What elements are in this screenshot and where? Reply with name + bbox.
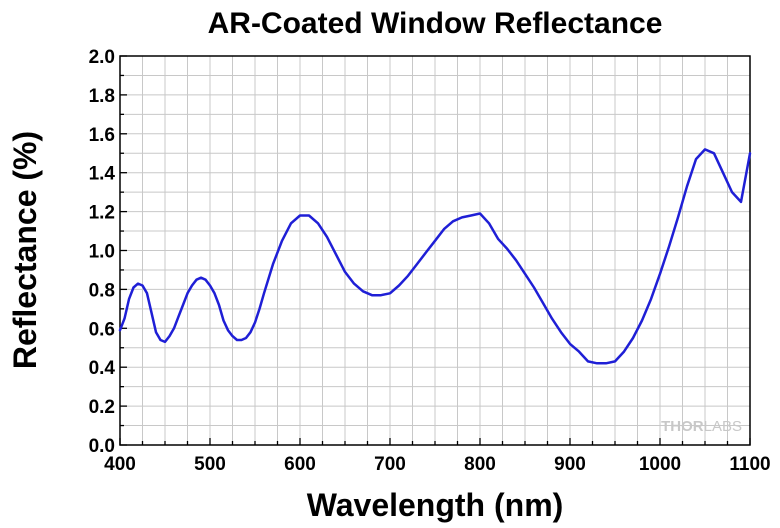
- y-tick-label: 1.4: [89, 164, 116, 185]
- x-tick-label: 900: [554, 454, 586, 475]
- watermark-suffix: LABS: [704, 418, 742, 435]
- axis-ticks: [119, 55, 751, 446]
- x-axis-title: Wavelength (nm): [307, 487, 564, 523]
- y-tick-label: 1.6: [89, 125, 115, 146]
- x-tick-label: 800: [464, 454, 496, 475]
- y-tick-labels: 0.0 0.2 0.4 0.6 0.8 1.0 1.2 1.4 1.6 1.8 2.0: [89, 47, 116, 457]
- x-tick-label: 1000: [639, 454, 681, 475]
- y-tick-label: 0.2: [89, 397, 115, 418]
- y-tick-label: 0.8: [89, 280, 115, 301]
- x-tick-label: 600: [284, 454, 316, 475]
- y-tick-label: 1.8: [89, 86, 115, 107]
- y-axis-title: Reflectance (%): [7, 131, 43, 369]
- y-tick-label: 2.0: [89, 47, 115, 68]
- x-tick-label: 1100: [729, 454, 770, 475]
- y-tick-label: 1.2: [89, 203, 115, 224]
- x-tick-labels: 400 500 600 700 800 900 1000 1100: [104, 454, 770, 475]
- watermark-prefix: THOR: [661, 418, 704, 435]
- grid-lines: [120, 56, 750, 445]
- y-tick-label: 0.6: [89, 319, 115, 340]
- reflectance-line: [118, 148, 752, 365]
- x-tick-label: 400: [104, 454, 136, 475]
- chart-title: AR-Coated Window Reflectance: [208, 7, 663, 40]
- y-tick-label: 0.4: [89, 358, 116, 379]
- y-tick-label: 0.0: [89, 436, 115, 457]
- x-tick-label: 700: [374, 454, 406, 475]
- thorlabs-watermark: THORLABS: [661, 418, 742, 435]
- y-tick-label: 1.0: [89, 242, 115, 263]
- x-tick-label: 500: [194, 454, 226, 475]
